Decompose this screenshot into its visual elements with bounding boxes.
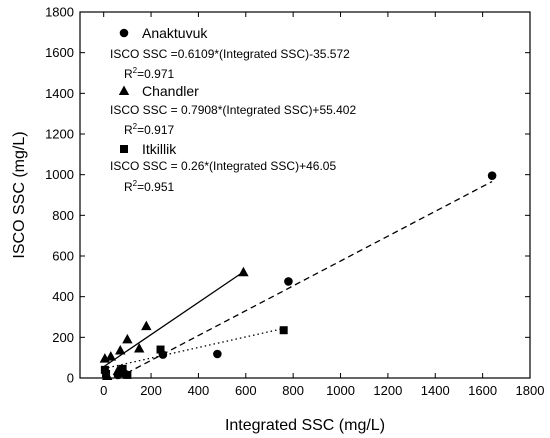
- point-itkillik: [118, 364, 127, 373]
- legend-label-anaktuvuk: Anaktuvuk: [142, 25, 208, 41]
- fit-line-chandler: [103, 271, 244, 368]
- x-tick-label: 0: [100, 383, 107, 398]
- y-tick-label: 200: [52, 330, 74, 345]
- r-squared-chandler: R2=0.917: [124, 122, 174, 137]
- point-itkillik: [279, 326, 288, 335]
- y-axis-title: ISCO SSC (mg/L): [11, 131, 28, 258]
- y-tick-label: 600: [52, 249, 74, 264]
- y-tick-label: 1000: [45, 167, 74, 182]
- point-itkillik: [100, 365, 109, 374]
- equation-itkillik: ISCO SSC = 0.26*(Integrated SSC)+46.05: [110, 159, 336, 173]
- point-itkillik: [102, 369, 111, 378]
- point-chandler: [238, 266, 249, 277]
- ticks-layer: 0 200 400 600 800 1000 1200 1400 1600 1800 0 200 400…: [45, 5, 544, 399]
- y-tick-label: 0: [67, 371, 74, 386]
- point-anaktuvuk: [284, 277, 293, 286]
- x-tick-label: 200: [140, 383, 162, 398]
- point-anaktuvuk: [487, 171, 497, 180]
- plot-frame: [79, 11, 531, 379]
- point-itkillik: [123, 370, 132, 379]
- legend-marker-anaktuvuk: [119, 28, 129, 38]
- point-chandler: [105, 351, 116, 361]
- y-tick-label: 1200: [45, 127, 74, 142]
- y-tick-label: 1400: [45, 86, 74, 101]
- data-points: [99, 171, 497, 380]
- point-chandler: [134, 343, 145, 353]
- y-tick-label: 800: [52, 208, 74, 223]
- legend-label-chandler: Chandler: [142, 83, 199, 99]
- point-itkillik: [156, 345, 165, 354]
- point-chandler: [99, 353, 111, 363]
- x-tick-label: 600: [235, 383, 257, 398]
- point-chandler: [141, 320, 152, 331]
- x-axis-title: Integrated SSC (mg/L): [225, 417, 385, 434]
- fit-lines: [103, 180, 493, 379]
- x-tick-label: 1400: [421, 383, 450, 398]
- x-tick-label: 1600: [468, 383, 497, 398]
- legend-marker-itkillik: [120, 145, 128, 153]
- point-chandler: [115, 345, 126, 355]
- x-tick-label: 400: [188, 383, 210, 398]
- fit-line-itkillik: [103, 327, 284, 370]
- equation-anaktuvuk: ISCO SSC =0.6109*(Integrated SSC)-35.572: [110, 47, 350, 61]
- equation-chandler: ISCO SSC = 0.7908*(Integrated SSC)+55.40…: [110, 103, 356, 117]
- y-tick-label: 400: [52, 289, 74, 304]
- fit-line-anaktuvuk: [117, 180, 493, 379]
- point-chandler: [122, 333, 133, 344]
- legend: Anaktuvuk ISCO SSC =0.6109*(Integrated SS…: [110, 25, 356, 194]
- legend-marker-chandler: [118, 85, 130, 95]
- r-squared-itkillik: R2=0.951: [124, 179, 174, 194]
- x-tick-label: 1200: [373, 383, 402, 398]
- x-tick-label: 1000: [326, 383, 355, 398]
- legend-label-itkillik: Itkillik: [142, 141, 177, 157]
- y-tick-label: 1600: [45, 45, 74, 60]
- x-tick-label: 800: [282, 383, 304, 398]
- x-tick-label: 1800: [516, 383, 545, 398]
- r-squared-anaktuvuk: R2=0.971: [124, 66, 174, 81]
- point-anaktuvuk: [213, 349, 222, 359]
- y-tick-label: 1800: [45, 5, 74, 20]
